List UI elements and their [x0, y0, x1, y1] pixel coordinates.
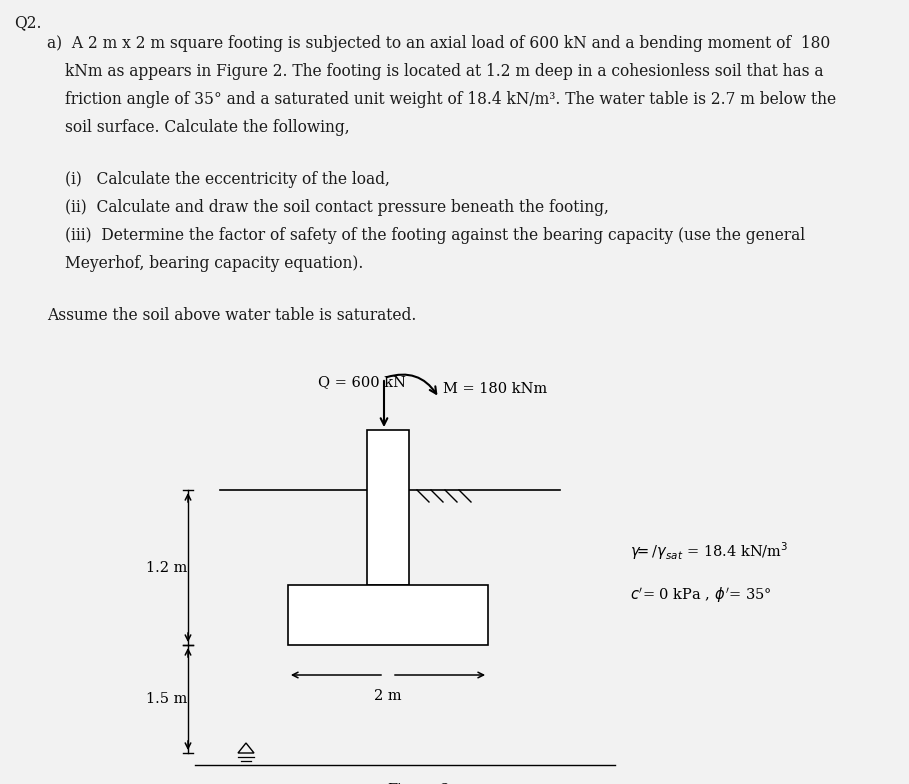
- Text: Figure 2: Figure 2: [386, 783, 449, 784]
- Text: Q2.: Q2.: [14, 14, 42, 31]
- Text: $\gamma$$\!\!=$/$\gamma_{sat}$ = 18.4 kN/m$^3$: $\gamma$$\!\!=$/$\gamma_{sat}$ = 18.4 kN…: [630, 540, 788, 561]
- Text: (i)   Calculate the eccentricity of the load,: (i) Calculate the eccentricity of the lo…: [65, 171, 390, 188]
- Text: $c'$= 0 kPa , $\phi'$= 35°: $c'$= 0 kPa , $\phi'$= 35°: [630, 585, 772, 604]
- Text: (ii)  Calculate and draw the soil contact pressure beneath the footing,: (ii) Calculate and draw the soil contact…: [65, 199, 609, 216]
- Text: soil surface. Calculate the following,: soil surface. Calculate the following,: [65, 119, 350, 136]
- Text: 1.2 m: 1.2 m: [146, 561, 187, 575]
- Text: Assume the soil above water table is saturated.: Assume the soil above water table is sat…: [47, 307, 416, 324]
- Text: (iii)  Determine the factor of safety of the footing against the bearing capacit: (iii) Determine the factor of safety of …: [65, 227, 805, 244]
- Bar: [367, 430, 409, 585]
- Text: a)  A 2 m x 2 m square footing is subjected to an axial load of 600 kN and a ben: a) A 2 m x 2 m square footing is subject…: [47, 35, 830, 52]
- Text: Meyerhof, bearing capacity equation).: Meyerhof, bearing capacity equation).: [65, 255, 364, 272]
- Text: 2 m: 2 m: [375, 689, 402, 703]
- Text: 1.5 m: 1.5 m: [146, 692, 187, 706]
- Text: kNm as appears in Figure 2. The footing is located at 1.2 m deep in a cohesionle: kNm as appears in Figure 2. The footing …: [65, 63, 824, 80]
- Text: Q = 600 kN: Q = 600 kN: [318, 375, 406, 389]
- Text: friction angle of 35° and a saturated unit weight of 18.4 kN/m³. The water table: friction angle of 35° and a saturated un…: [65, 91, 836, 108]
- Bar: [288, 585, 488, 645]
- Text: M = 180 kNm: M = 180 kNm: [443, 382, 547, 396]
